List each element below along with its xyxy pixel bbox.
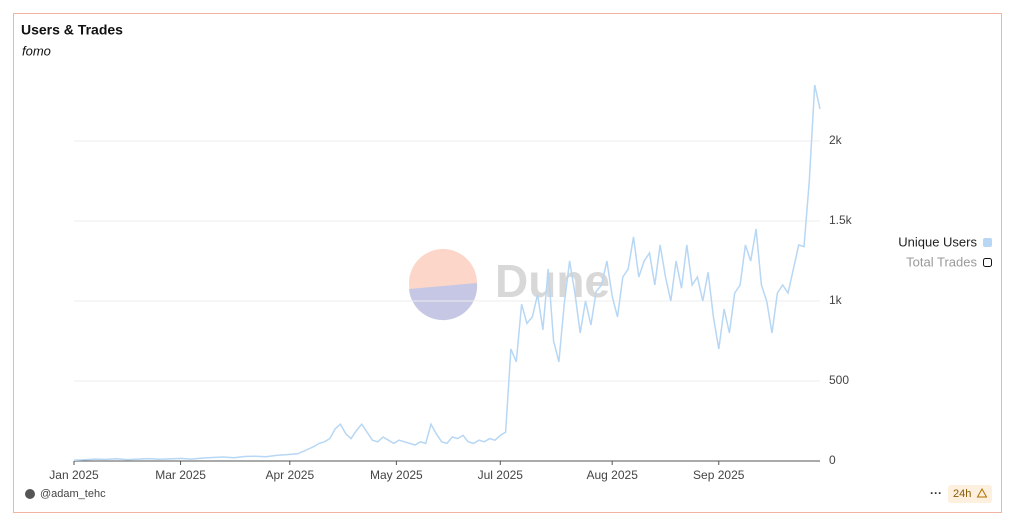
- menu[interactable]: ···: [930, 486, 942, 500]
- watermark: Dune: [409, 249, 610, 321]
- chart-title: Users & Trades: [21, 22, 123, 38]
- y-tick-label: 500: [829, 373, 849, 387]
- x-tick-label: Mar 2025: [155, 468, 206, 482]
- plot: 0 500 1k 1.5k 2k Jan 2025 Mar 2025 Apr 2025 May …: [49, 84, 853, 482]
- x-tick-label: Jul 2025: [478, 468, 524, 482]
- legend-label[interactable]: Unique Users: [898, 234, 977, 249]
- x-tick-label: Aug 2025: [586, 468, 638, 482]
- avatar[interactable]: [25, 489, 35, 499]
- x-tick-label: May 2025: [370, 468, 423, 482]
- refresh-badge: [948, 485, 992, 503]
- series-line: [73, 84, 821, 461]
- refresh-label: 24h: [953, 488, 971, 500]
- watermark-logo-part: [409, 283, 478, 321]
- watermark-text: Dune: [495, 255, 610, 307]
- watermark-logo: [409, 249, 477, 317]
- legend-swatch[interactable]: [983, 238, 992, 247]
- card: [13, 13, 1002, 513]
- y-tick-label: 2k: [829, 133, 843, 147]
- y-tick-label: 0: [829, 453, 836, 467]
- y-tick-label: 1.5k: [829, 213, 853, 227]
- author[interactable]: @adam_tehc: [40, 488, 106, 500]
- warning-icon: [976, 487, 988, 498]
- chart-subtitle: fomo: [22, 43, 51, 58]
- x-tick-label: Jan 2025: [49, 468, 99, 482]
- x-tick-label: Sep 2025: [693, 468, 745, 482]
- x-tick-label: Apr 2025: [265, 468, 314, 482]
- legend-swatch[interactable]: [983, 258, 992, 267]
- y-tick-label: 1k: [829, 293, 843, 307]
- legend-label[interactable]: Total Trades: [906, 254, 977, 269]
